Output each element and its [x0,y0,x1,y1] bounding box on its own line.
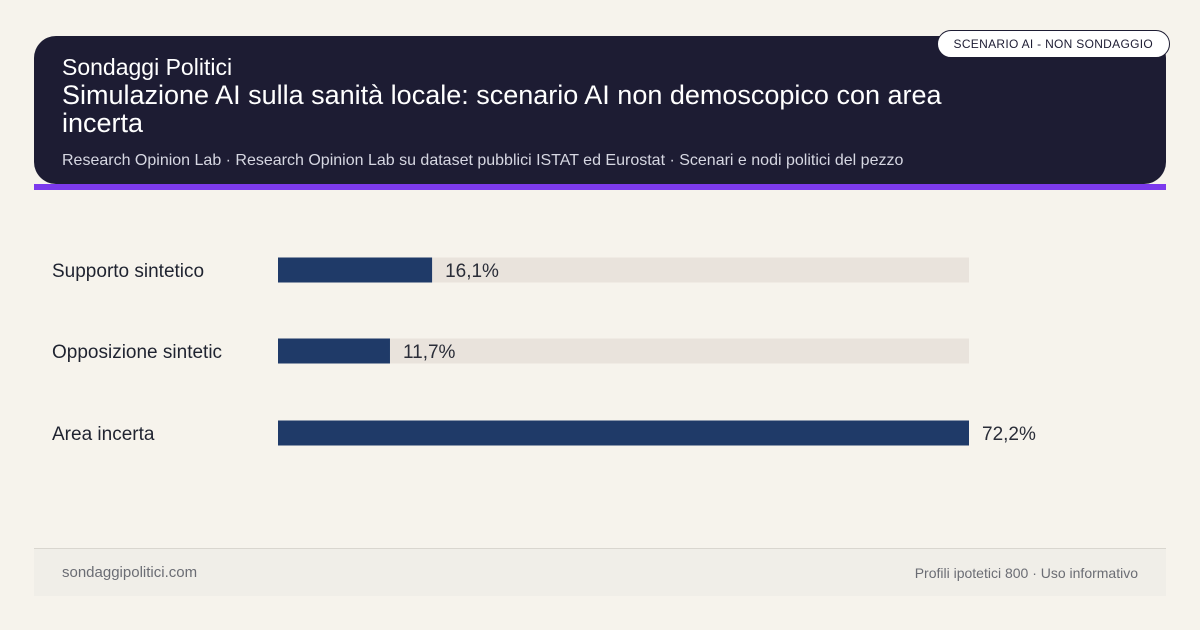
footer: sondaggipolitici.com Profili ipotetici 8… [34,548,1166,596]
category-label: Area incerta [52,424,155,445]
footer-site[interactable]: sondaggipolitici.com [62,564,198,581]
footer-note: Profili ipotetici 800 · Uso informativo [914,564,1138,581]
value-label: 16,1% [445,261,499,282]
chart-title: Simulazione AI sulla sanità locale: scen… [62,80,942,138]
chart-source: Research Opinion Lab · Research Opinion … [62,152,904,169]
category-label: Opposizione sintetic [52,342,222,363]
bar-track [278,338,969,364]
bar [278,420,969,446]
chart-header: Sondaggi Politici Simulazione AI sulla s… [34,36,1166,184]
accent-divider [34,184,1166,190]
brand-name: Sondaggi Politici [62,54,233,80]
category-label: Supporto sintetico [52,261,204,282]
scenario-badge: SCENARIO AI - NON SONDAGGIO [936,30,1170,58]
value-label: 72,2% [982,424,1036,445]
bar [278,257,433,283]
bar [278,338,390,364]
bar-chart: Supporto sintetico 16,1% Opposizione sinte… [52,257,1036,446]
value-label: 11,7% [403,342,456,363]
